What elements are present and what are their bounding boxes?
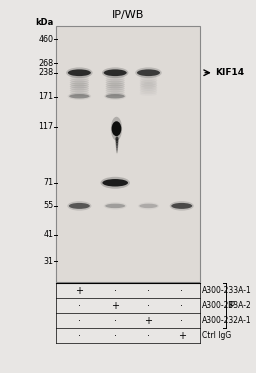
Bar [56,26,200,282]
Text: 460: 460 [38,35,53,44]
Ellipse shape [135,68,162,78]
Text: ·: · [180,286,183,296]
Ellipse shape [116,142,118,146]
Ellipse shape [106,77,125,81]
Ellipse shape [70,73,89,76]
Ellipse shape [100,177,130,189]
Ellipse shape [69,203,90,209]
Text: +: + [111,301,119,311]
Ellipse shape [140,77,157,81]
Ellipse shape [140,80,157,84]
Text: ·: · [78,316,81,326]
Text: A300-233A-1: A300-233A-1 [202,286,252,295]
Text: 41: 41 [43,231,53,239]
Ellipse shape [70,79,89,82]
Ellipse shape [106,88,125,92]
Ellipse shape [115,137,119,141]
Ellipse shape [106,93,125,96]
Ellipse shape [106,81,125,84]
Ellipse shape [70,88,89,92]
Ellipse shape [106,90,125,94]
Ellipse shape [116,145,118,152]
Ellipse shape [70,81,89,84]
Text: ·: · [114,331,117,341]
Ellipse shape [140,89,157,93]
Ellipse shape [104,202,127,210]
Text: +: + [178,331,186,341]
Text: 171: 171 [38,93,53,101]
Ellipse shape [70,90,89,94]
Ellipse shape [106,73,125,76]
Text: 71: 71 [43,178,53,187]
Text: ·: · [180,316,183,326]
Text: 238: 238 [38,68,53,77]
Text: +: + [75,286,83,296]
Text: 31: 31 [43,257,53,266]
Ellipse shape [68,69,91,76]
Ellipse shape [70,85,89,88]
Ellipse shape [116,144,118,148]
Text: IP: IP [227,301,235,310]
Text: ·: · [147,301,150,311]
Text: KIF14: KIF14 [215,68,244,77]
Ellipse shape [66,68,93,78]
Ellipse shape [140,79,157,82]
Ellipse shape [115,140,119,147]
Text: ·: · [147,286,150,296]
Text: Ctrl IgG: Ctrl IgG [202,331,231,340]
Ellipse shape [70,77,89,81]
Text: ·: · [78,301,81,311]
Text: kDa: kDa [35,18,53,27]
Ellipse shape [139,204,158,208]
Ellipse shape [140,84,157,87]
Text: 55: 55 [43,201,53,210]
Text: A300-233A-2: A300-233A-2 [202,301,252,310]
Ellipse shape [106,75,125,78]
Ellipse shape [67,201,91,211]
Ellipse shape [140,87,157,91]
Ellipse shape [170,201,194,211]
Ellipse shape [70,75,89,78]
Text: ·: · [78,331,81,341]
Ellipse shape [111,117,122,141]
Ellipse shape [102,179,128,186]
Ellipse shape [70,82,89,86]
Ellipse shape [171,203,192,209]
Text: 117: 117 [38,122,53,131]
Ellipse shape [140,82,157,86]
Ellipse shape [116,139,118,143]
Ellipse shape [106,94,125,98]
Text: ·: · [114,286,117,296]
Ellipse shape [137,69,160,76]
Ellipse shape [70,94,89,98]
Text: ·: · [147,331,150,341]
Ellipse shape [106,85,125,88]
Ellipse shape [70,87,89,90]
Ellipse shape [115,138,119,144]
Ellipse shape [102,68,129,78]
Ellipse shape [138,202,159,210]
Ellipse shape [140,85,157,89]
Ellipse shape [106,87,125,90]
Ellipse shape [104,93,126,100]
Ellipse shape [68,93,91,100]
Text: ·: · [114,316,117,326]
Ellipse shape [104,69,127,76]
Text: 268: 268 [38,59,53,68]
Ellipse shape [69,94,90,98]
Ellipse shape [116,149,118,153]
Text: A300-232A-1: A300-232A-1 [202,316,252,325]
Ellipse shape [106,82,125,86]
Ellipse shape [112,121,121,136]
Ellipse shape [116,147,118,151]
Ellipse shape [70,93,89,96]
Text: +: + [144,316,153,326]
Ellipse shape [115,135,119,142]
Ellipse shape [105,204,125,208]
Ellipse shape [106,79,125,82]
Text: IP/WB: IP/WB [112,10,144,20]
Text: ·: · [180,301,183,311]
Ellipse shape [106,94,125,98]
Ellipse shape [116,143,118,150]
